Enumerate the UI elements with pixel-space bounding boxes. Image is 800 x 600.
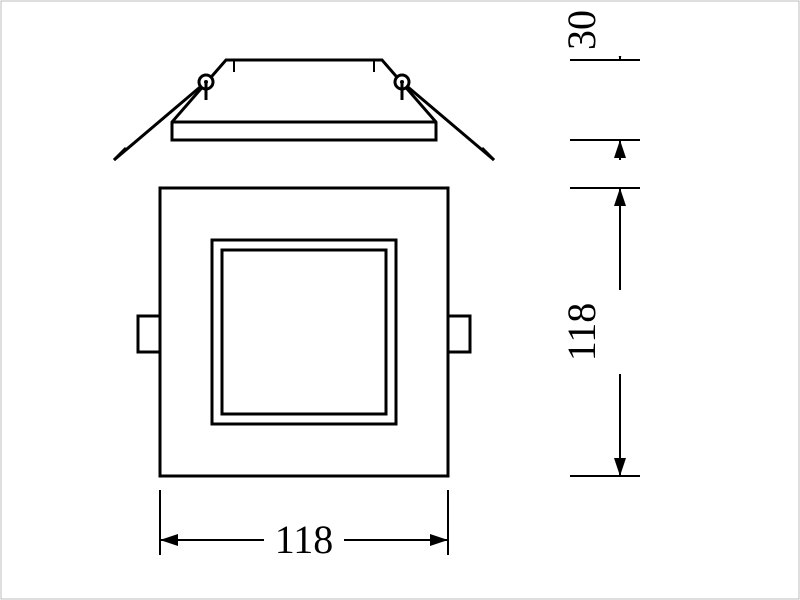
depth-dimension-label: 30 [559,10,604,50]
height-dimension-label: 118 [559,303,604,362]
width-dimension-label: 118 [275,517,334,562]
